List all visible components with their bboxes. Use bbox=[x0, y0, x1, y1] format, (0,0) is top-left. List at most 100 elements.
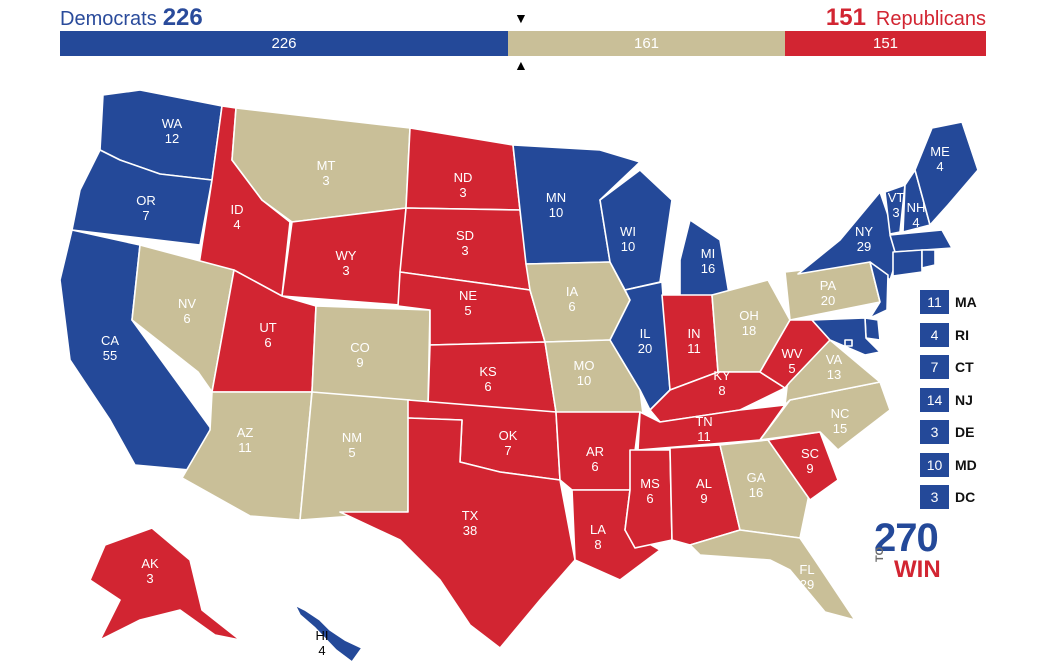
state-hi[interactable] bbox=[294, 604, 363, 663]
small-state-md[interactable]: 10 MD bbox=[920, 452, 1040, 479]
state-label-ar: AR 6 bbox=[586, 444, 604, 474]
small-state-abbr: MA bbox=[955, 294, 977, 310]
state-label-sd: SD 3 bbox=[456, 228, 474, 258]
republicans-count: 151 bbox=[825, 4, 866, 31]
state-label-ne: NE 5 bbox=[459, 288, 477, 318]
state-label-nv: NV 6 bbox=[178, 296, 196, 326]
republicans-name: Republicans bbox=[875, 8, 986, 30]
state-label-wy: WY 3 bbox=[336, 248, 357, 278]
state-label-oh: OH 18 bbox=[739, 308, 759, 338]
democrats-name: Democrats bbox=[60, 8, 157, 30]
bar-tossup-segment: 161 bbox=[508, 31, 785, 56]
state-fl[interactable] bbox=[689, 529, 856, 621]
state-ak[interactable] bbox=[89, 527, 241, 641]
state-label-wv: WV 5 bbox=[782, 346, 803, 376]
state-dc[interactable] bbox=[844, 339, 853, 347]
state-or[interactable] bbox=[71, 149, 213, 246]
small-state-ma[interactable]: 11 MA bbox=[920, 290, 1040, 316]
state-label-ms: MS 6 bbox=[640, 476, 660, 506]
state-ma[interactable] bbox=[889, 229, 953, 253]
state-nv[interactable] bbox=[131, 244, 235, 393]
small-state-votes[interactable]: 11 bbox=[920, 290, 949, 314]
state-nj[interactable] bbox=[869, 261, 889, 319]
state-label-wa: WA 12 bbox=[162, 116, 183, 146]
state-label-il: IL 20 bbox=[638, 326, 652, 356]
state-ri[interactable] bbox=[921, 249, 936, 269]
logo-win: WIN bbox=[894, 556, 941, 583]
bar-republican-segment: 151 bbox=[785, 31, 986, 56]
state-label-mo: MO 10 bbox=[574, 358, 595, 388]
small-state-votes[interactable]: 3 bbox=[920, 485, 949, 509]
small-state-nj[interactable]: 14 NJ bbox=[920, 387, 1040, 414]
small-state-votes[interactable]: 10 bbox=[920, 452, 949, 477]
state-me[interactable] bbox=[914, 121, 979, 226]
state-label-me: ME 4 bbox=[930, 144, 950, 174]
state-tx[interactable] bbox=[339, 417, 576, 649]
small-state-abbr: MD bbox=[955, 456, 977, 473]
state-vt[interactable] bbox=[884, 184, 906, 235]
state-ct[interactable] bbox=[892, 249, 923, 277]
state-label-id: ID 4 bbox=[231, 202, 244, 232]
state-label-ia: IA 6 bbox=[566, 284, 579, 314]
state-co[interactable] bbox=[311, 305, 431, 407]
democrats-total: Democrats 226 bbox=[60, 4, 203, 32]
small-state-abbr: DE bbox=[955, 424, 975, 440]
state-label-in: IN 11 bbox=[687, 326, 701, 356]
democrats-count: 226 bbox=[162, 4, 203, 31]
state-label-mt: MT 3 bbox=[317, 158, 336, 188]
state-label-ny: NY 29 bbox=[855, 224, 873, 254]
bar-democrat-segment: 226 bbox=[60, 31, 508, 56]
state-label-pa: PA 20 bbox=[820, 278, 837, 308]
state-label-al: AL 9 bbox=[696, 476, 712, 506]
state-md[interactable] bbox=[811, 317, 881, 356]
state-label-mn: MN 10 bbox=[546, 190, 566, 220]
state-label-nc: NC 15 bbox=[831, 406, 850, 436]
state-label-ga: GA 16 bbox=[747, 470, 766, 500]
small-state-abbr: DC bbox=[955, 489, 976, 505]
state-label-ky: KY 8 bbox=[713, 368, 731, 398]
small-state-abbr: NJ bbox=[955, 391, 973, 408]
state-label-ks: KS 6 bbox=[479, 364, 497, 394]
state-label-vt: VT 3 bbox=[888, 190, 905, 220]
small-state-votes[interactable]: 7 bbox=[920, 355, 949, 379]
electoral-header: Democrats 226 151 Republicans ▼ 226 161 15… bbox=[0, 0, 1050, 80]
state-label-ut: UT 6 bbox=[259, 320, 276, 350]
state-label-wi: WI 10 bbox=[620, 224, 636, 254]
state-label-mi: MI 16 bbox=[701, 246, 715, 276]
state-label-nh: NH 4 bbox=[907, 200, 926, 230]
small-state-abbr: CT bbox=[955, 359, 974, 375]
logo-number: 270 bbox=[874, 516, 939, 560]
state-label-nm: NM 5 bbox=[342, 430, 362, 460]
small-state-dc[interactable]: 3 DC bbox=[920, 485, 1040, 511]
state-label-ok: OK 7 bbox=[499, 428, 518, 458]
state-label-sc: SC 9 bbox=[801, 446, 819, 476]
logo-to: TO bbox=[874, 546, 886, 562]
state-az[interactable] bbox=[181, 391, 313, 521]
state-label-hi: HI 4 bbox=[316, 628, 329, 658]
small-state-ct[interactable]: 7 CT bbox=[920, 355, 1040, 381]
midpoint-down-arrow-icon: ▼ bbox=[514, 10, 528, 26]
state-label-az: AZ 11 bbox=[237, 425, 254, 455]
state-label-or: OR 7 bbox=[136, 193, 156, 223]
270towin-logo: 270 TO WIN bbox=[874, 516, 954, 586]
midpoint-up-arrow-icon: ▲ bbox=[514, 57, 528, 73]
small-state-abbr: RI bbox=[955, 326, 969, 343]
state-mo[interactable] bbox=[544, 339, 646, 431]
state-label-tn: TN 11 bbox=[695, 414, 712, 444]
small-state-votes[interactable]: 3 bbox=[920, 420, 949, 444]
state-label-ak: AK 3 bbox=[141, 556, 159, 586]
state-label-nd: ND 3 bbox=[454, 170, 473, 200]
state-label-va: VA 13 bbox=[826, 352, 843, 382]
state-label-fl: FL 29 bbox=[799, 562, 814, 592]
small-state-votes[interactable]: 14 bbox=[920, 387, 949, 412]
electoral-vote-bar: 226 161 151 bbox=[60, 31, 986, 56]
republicans-total: 151 Republicans bbox=[826, 4, 986, 32]
state-label-co: CO 9 bbox=[350, 340, 370, 370]
small-state-votes[interactable]: 4 bbox=[920, 322, 949, 347]
state-label-la: LA 8 bbox=[590, 522, 606, 552]
small-state-de[interactable]: 3 DE bbox=[920, 420, 1040, 446]
small-state-ri[interactable]: 4 RI bbox=[920, 322, 1040, 349]
state-de[interactable] bbox=[864, 317, 881, 341]
state-label-ca: CA 55 bbox=[101, 333, 119, 363]
